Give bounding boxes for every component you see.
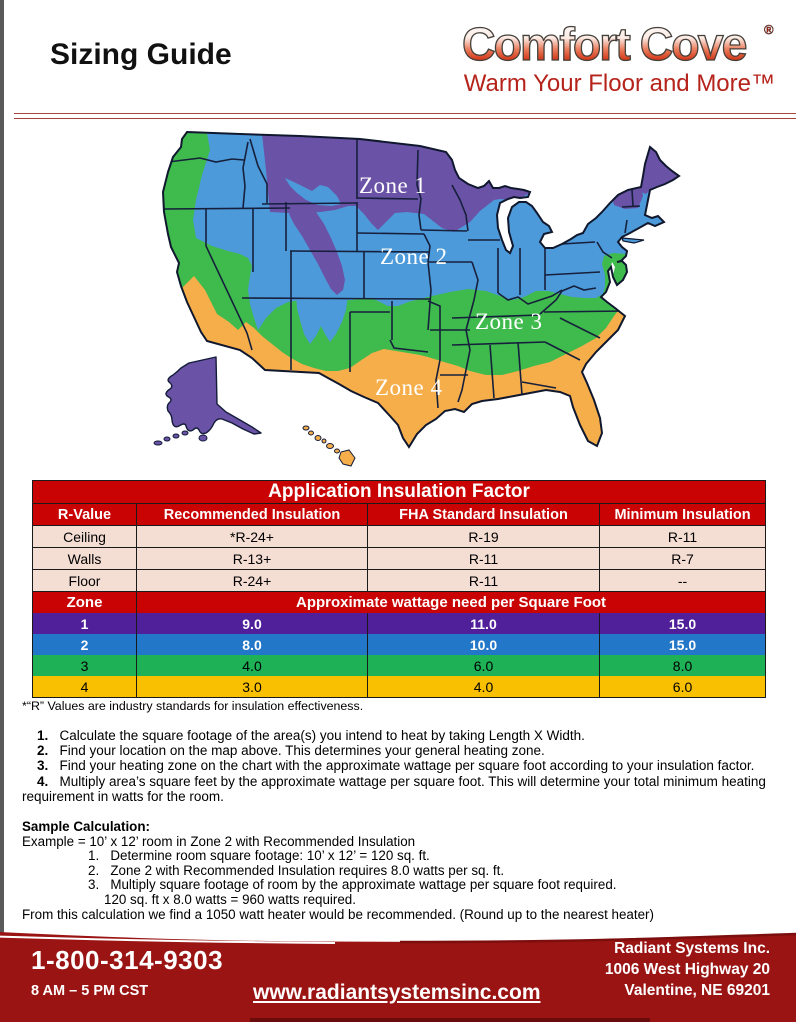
svg-text:Zone 2: Zone 2 — [380, 244, 448, 269]
svg-text:Zone 3: Zone 3 — [475, 309, 543, 334]
svg-text:Zone 4: Zone 4 — [375, 375, 443, 400]
svg-text:Comfort Cove: Comfort Cove — [462, 18, 747, 70]
svg-text:®: ® — [764, 22, 774, 37]
svg-text:Zone 1: Zone 1 — [359, 173, 427, 198]
